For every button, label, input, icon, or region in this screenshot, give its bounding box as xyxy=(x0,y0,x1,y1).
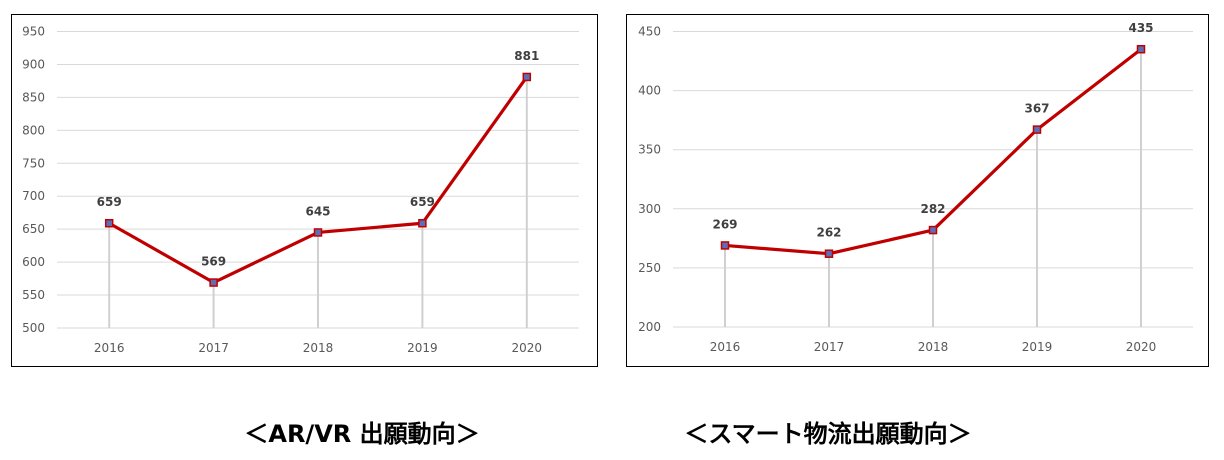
y-tick-label: 750 xyxy=(22,156,45,170)
x-tick-label: 2017 xyxy=(814,340,845,354)
data-label: 645 xyxy=(305,204,330,218)
x-tick-label: 2016 xyxy=(94,341,125,355)
chart-ar-vr: 500 550 600 650 700 750 800 850 900 950 2016 2017 20… xyxy=(11,14,598,367)
chart-smart-logistics: 200 250 300 350 400 450 2016 2017 2018 2019 2020 26… xyxy=(626,14,1209,367)
y-tick-label: 900 xyxy=(22,57,45,71)
data-point xyxy=(522,72,532,82)
x-tick-label: 2020 xyxy=(1126,340,1157,354)
data-label: 282 xyxy=(920,202,945,216)
x-tick-label: 2019 xyxy=(1022,340,1053,354)
y-tick-label: 800 xyxy=(22,123,45,137)
data-label: 262 xyxy=(816,226,841,240)
data-point xyxy=(418,218,427,228)
chart-ar-vr-plot: 500 550 600 650 700 750 800 850 900 950 2016 2017 20… xyxy=(22,25,579,355)
x-tick-label: 2019 xyxy=(407,341,438,355)
data-label: 659 xyxy=(97,195,122,209)
chart-smart-logistics-plot: 200 250 300 350 400 450 2016 2017 2018 2019 2020 26… xyxy=(638,21,1193,354)
data-label: 367 xyxy=(1024,102,1049,116)
x-tick-label: 2016 xyxy=(710,340,741,354)
data-point xyxy=(209,278,218,287)
series-line xyxy=(723,47,1143,256)
x-tick-label: 2020 xyxy=(512,341,543,355)
y-tick-label: 200 xyxy=(638,320,661,334)
y-tick-label: 850 xyxy=(22,90,45,104)
chart-caption-smart-logistics: ＜スマート物流出願動向＞ xyxy=(684,420,972,448)
data-point xyxy=(824,249,834,258)
y-tick-label: 350 xyxy=(638,143,661,157)
x-tick-label: 2018 xyxy=(303,341,334,355)
data-point xyxy=(313,228,323,237)
data-point xyxy=(928,225,938,235)
y-tick-label: 650 xyxy=(22,222,45,236)
y-tick-label: 250 xyxy=(638,261,661,275)
y-tick-label: 950 xyxy=(22,25,45,39)
chart-caption-ar-vr: ＜AR/VR 出願動向＞ xyxy=(244,420,480,448)
y-tick-label: 600 xyxy=(22,255,45,269)
y-tick-label: 550 xyxy=(22,288,45,302)
data-label: 435 xyxy=(1128,21,1153,35)
data-label: 881 xyxy=(514,49,539,63)
y-tick-label: 700 xyxy=(22,189,45,203)
y-tick-label: 400 xyxy=(638,84,661,98)
x-tick-label: 2018 xyxy=(918,340,949,354)
y-tick-label: 500 xyxy=(22,321,45,335)
data-label: 659 xyxy=(410,195,435,209)
data-point xyxy=(104,218,114,228)
data-point xyxy=(1136,44,1146,54)
y-tick-label: 450 xyxy=(638,25,661,39)
y-tick-label: 300 xyxy=(638,202,661,216)
data-point xyxy=(720,241,730,250)
data-label: 569 xyxy=(201,255,226,269)
data-label: 269 xyxy=(712,217,737,231)
data-point xyxy=(1032,125,1042,134)
x-tick-label: 2017 xyxy=(198,341,229,355)
